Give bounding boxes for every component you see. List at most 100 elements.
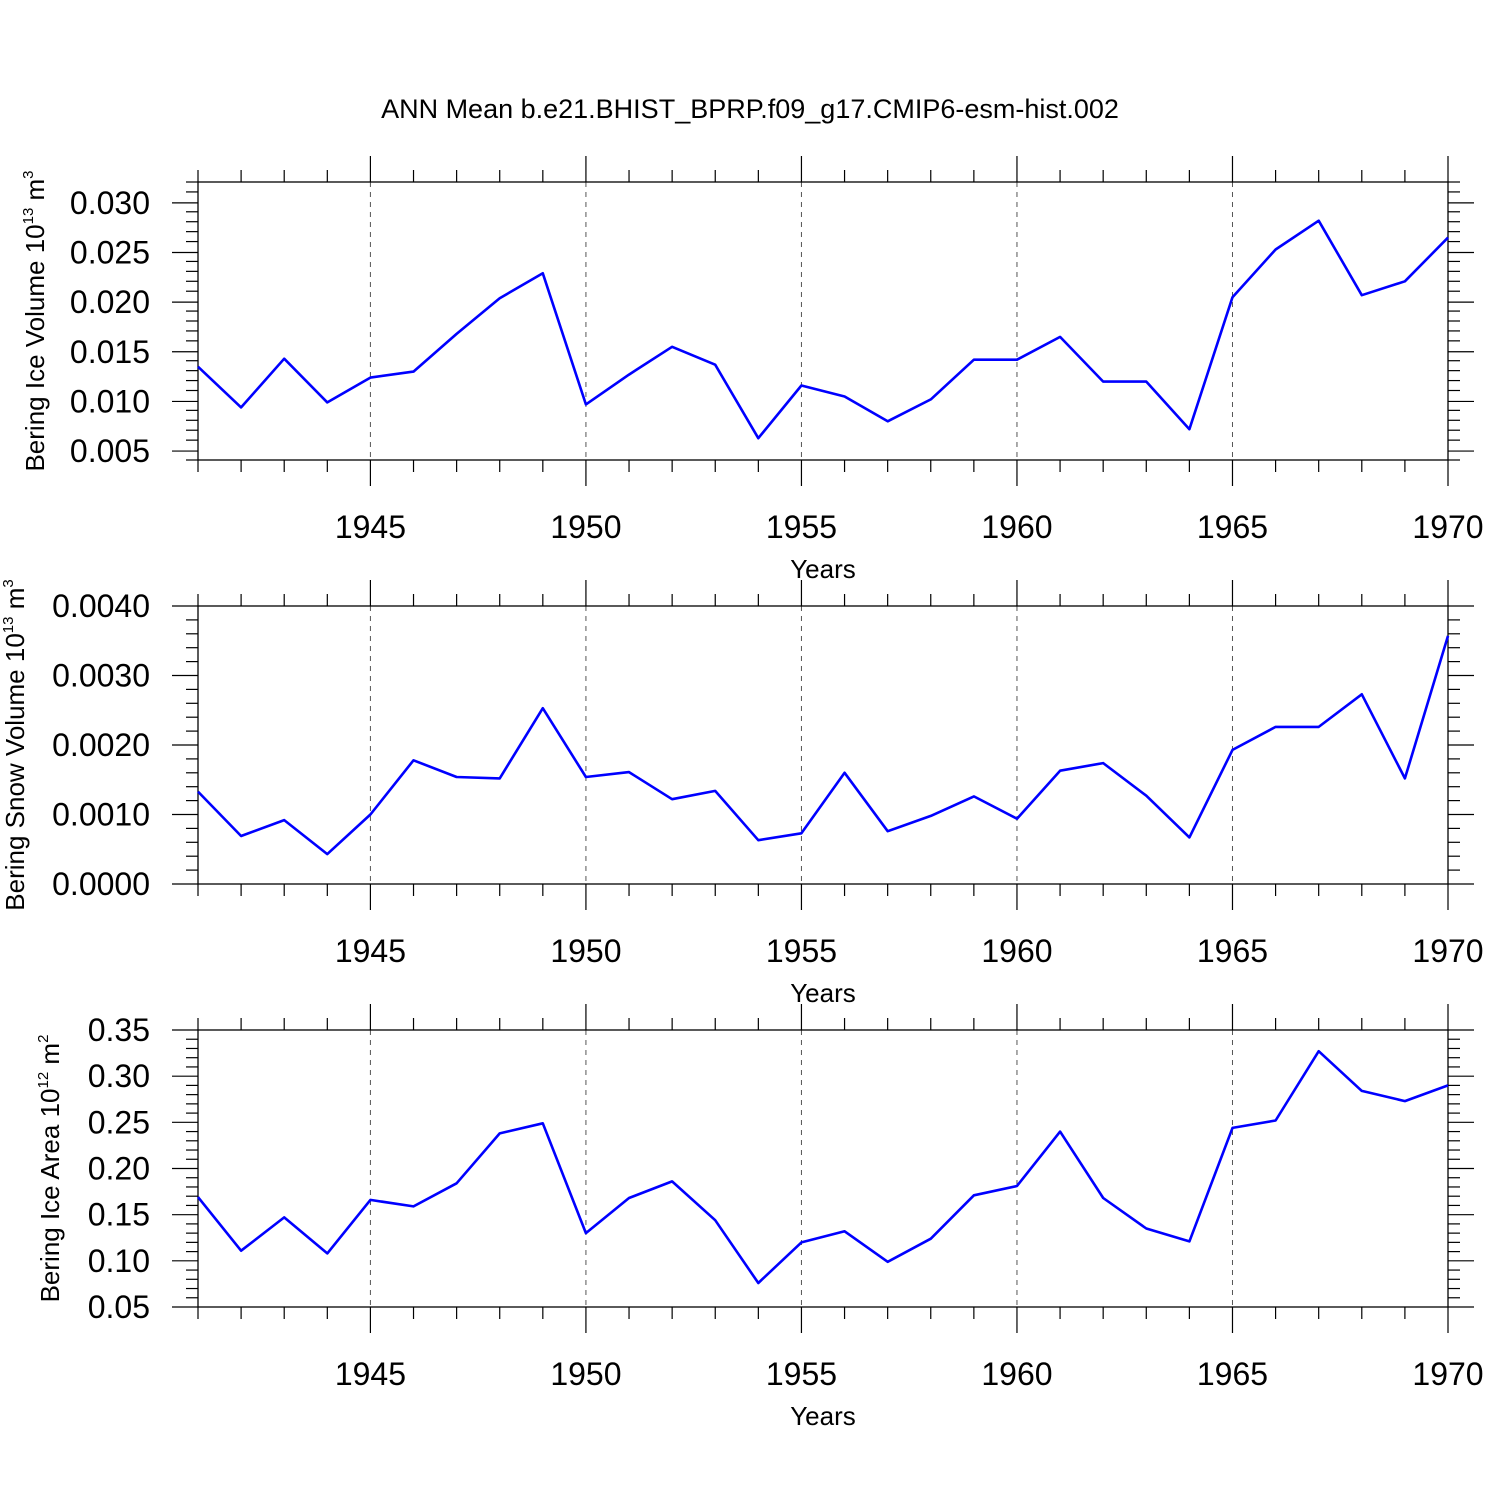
data-point bbox=[1187, 1239, 1191, 1243]
data-point bbox=[1446, 236, 1450, 240]
panel-snow-volume: 0.0000 0.0010 0.0020 0.0030 0.0040 1945 1950 19… bbox=[0, 579, 1484, 1008]
data-point bbox=[282, 357, 286, 361]
y-tick-label: 0.0040 bbox=[52, 588, 150, 624]
data-point bbox=[368, 813, 372, 817]
data-point bbox=[541, 706, 545, 710]
x-axis-label: Years bbox=[790, 1401, 856, 1431]
x-tick-label: 1950 bbox=[550, 509, 621, 545]
figure-title: ANN Mean b.e21.BHIST_BPRP.f09_g17.CMIP6-… bbox=[381, 94, 1119, 124]
x-tick-label: 1945 bbox=[335, 933, 406, 969]
y-tick-label: 0.25 bbox=[88, 1104, 150, 1140]
data-point bbox=[1230, 1126, 1234, 1130]
data-point bbox=[799, 1240, 803, 1244]
x-axis-label: Years bbox=[790, 554, 856, 584]
y-tick-label: 0.10 bbox=[88, 1243, 150, 1279]
x-tick-label: 1945 bbox=[335, 509, 406, 545]
data-point bbox=[412, 1204, 416, 1208]
data-point bbox=[1230, 748, 1234, 752]
x-tick-label: 1965 bbox=[1197, 933, 1268, 969]
y-tick-label: 0.0000 bbox=[52, 866, 150, 902]
data-point bbox=[843, 394, 847, 398]
y-axis-label: Bering Snow Volume 1013 m3 bbox=[0, 579, 30, 910]
data-point bbox=[713, 363, 717, 367]
x-tick-label: 1965 bbox=[1197, 1356, 1268, 1392]
y-axis-label: Bering Ice Volume 1013 m3 bbox=[20, 170, 50, 471]
x-tick-label: 1970 bbox=[1412, 509, 1483, 545]
y-tick-label: 0.0020 bbox=[52, 727, 150, 763]
data-point bbox=[799, 831, 803, 835]
data-point bbox=[1360, 1089, 1364, 1093]
plot-frame bbox=[197, 1029, 1449, 1308]
data-point bbox=[1317, 1049, 1321, 1053]
data-point bbox=[670, 797, 674, 801]
x-tick-label: 1960 bbox=[981, 933, 1052, 969]
y-tick-label: 0.0030 bbox=[52, 658, 150, 694]
data-point bbox=[1187, 835, 1191, 839]
plot-frame bbox=[197, 181, 1449, 461]
y-tick-label: 0.05 bbox=[88, 1289, 150, 1325]
data-point bbox=[1274, 725, 1278, 729]
data-point bbox=[1015, 817, 1019, 821]
data-point bbox=[1403, 776, 1407, 780]
x-tick-label: 1970 bbox=[1412, 933, 1483, 969]
data-point bbox=[584, 775, 588, 779]
data-point bbox=[843, 771, 847, 775]
x-axis-label: Years bbox=[790, 978, 856, 1008]
plot-frame bbox=[197, 605, 1449, 885]
y-tick-label: 0.030 bbox=[70, 185, 150, 221]
y-tick-label: 0.005 bbox=[70, 433, 150, 469]
data-point bbox=[627, 1196, 631, 1200]
data-point bbox=[541, 271, 545, 275]
data-point bbox=[1058, 1130, 1062, 1134]
data-point bbox=[412, 370, 416, 374]
data-point bbox=[282, 1215, 286, 1219]
data-point bbox=[325, 400, 329, 404]
data-point bbox=[584, 402, 588, 406]
data-point bbox=[756, 436, 760, 440]
x-tick-label: 1960 bbox=[981, 509, 1052, 545]
y-tick-label: 0.15 bbox=[88, 1197, 150, 1233]
data-point bbox=[196, 365, 200, 369]
data-point bbox=[412, 758, 416, 762]
series-line bbox=[196, 1049, 1449, 1285]
data-point bbox=[1015, 358, 1019, 362]
data-point bbox=[1187, 427, 1191, 431]
data-point bbox=[455, 775, 459, 779]
y-tick-label: 0.0010 bbox=[52, 797, 150, 833]
data-point bbox=[455, 332, 459, 336]
data-point bbox=[843, 1229, 847, 1233]
data-point bbox=[929, 397, 933, 401]
data-point bbox=[1058, 335, 1062, 339]
data-point bbox=[1317, 725, 1321, 729]
data-point bbox=[670, 345, 674, 349]
data-point bbox=[498, 776, 502, 780]
data-point bbox=[972, 794, 976, 798]
data-point bbox=[196, 790, 200, 794]
panel-ice-area: 0.05 0.10 0.15 0.20 0.25 0.30 0.35 1945 1950 1955… bbox=[35, 1004, 1484, 1431]
data-point bbox=[929, 1237, 933, 1241]
data-point bbox=[1101, 1196, 1105, 1200]
data-point bbox=[929, 814, 933, 818]
data-point bbox=[239, 1249, 243, 1253]
x-tick-label: 1960 bbox=[981, 1356, 1052, 1392]
data-point bbox=[670, 1179, 674, 1183]
data-point bbox=[1403, 279, 1407, 283]
y-tick-label: 0.015 bbox=[70, 334, 150, 370]
data-point bbox=[498, 296, 502, 300]
y-tick-label: 0.30 bbox=[88, 1058, 150, 1094]
data-point bbox=[799, 384, 803, 388]
data-point bbox=[584, 1231, 588, 1235]
data-point bbox=[1101, 761, 1105, 765]
x-tick-label: 1950 bbox=[550, 1356, 621, 1392]
data-point bbox=[196, 1195, 200, 1199]
data-point bbox=[1101, 380, 1105, 384]
data-point bbox=[325, 852, 329, 856]
data-point bbox=[1274, 1118, 1278, 1122]
x-tick-label: 1970 bbox=[1412, 1356, 1483, 1392]
data-point bbox=[368, 376, 372, 380]
y-tick-label: 0.020 bbox=[70, 284, 150, 320]
x-tick-label: 1955 bbox=[766, 509, 837, 545]
panel-ice-volume: 0.005 0.010 0.015 0.020 0.025 0.030 1945 1950 19… bbox=[20, 156, 1484, 584]
x-tick-label: 1955 bbox=[766, 933, 837, 969]
